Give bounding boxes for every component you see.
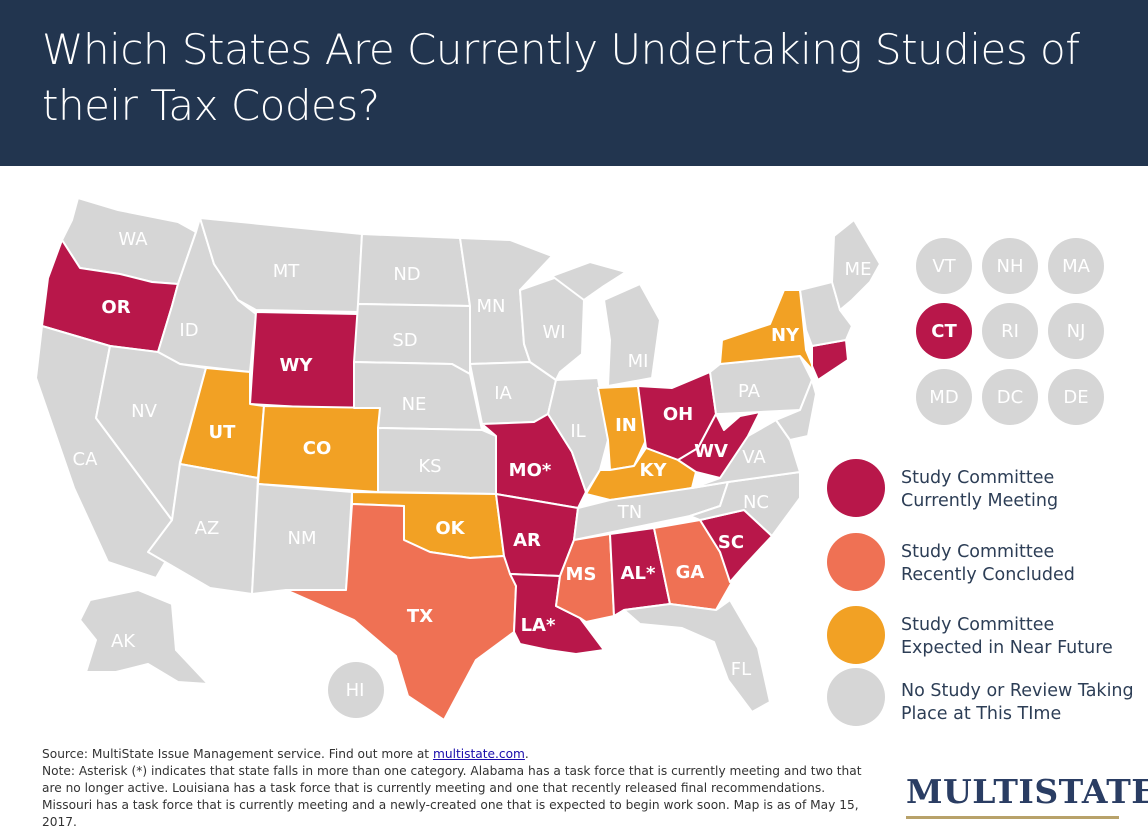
logo-underline [906, 816, 1119, 819]
legend-label: No Study or Review Taking [901, 681, 1134, 701]
label-mi: MI [628, 351, 649, 372]
label-ga: GA [676, 562, 705, 583]
label-il: IL [570, 421, 585, 442]
state-mi [603, 283, 661, 387]
label-dc: DC [997, 387, 1023, 408]
logo-text: MULTISTATE [906, 772, 1148, 811]
map-legend: Study Committee Currently Meeting Study … [827, 459, 1134, 726]
circle-de [1048, 369, 1104, 425]
state-wv [677, 411, 761, 479]
label-ny: NY [771, 325, 800, 346]
source-suffix: . [524, 747, 529, 761]
label-in: IN [615, 415, 637, 436]
label-oh: OH [663, 404, 693, 425]
legend-label: Study Committee [901, 615, 1054, 635]
legend-swatch-none [827, 668, 885, 726]
label-ms: MS [566, 564, 597, 585]
label-az: AZ [195, 518, 220, 539]
state-nj-md [775, 379, 817, 441]
label-nm: NM [288, 528, 317, 549]
label-nh: NH [997, 256, 1024, 277]
circle-md [916, 369, 972, 425]
circle-dc [982, 369, 1038, 425]
circle-nh [982, 238, 1038, 294]
label-wi: WI [542, 322, 565, 343]
legend-label: Study Committee [901, 542, 1054, 562]
label-nd: ND [393, 264, 420, 285]
state-az [147, 463, 259, 595]
label-tx: TX [407, 606, 433, 627]
header-banner: Which States Are Currently Undertaking S… [0, 0, 1148, 166]
legend-label: Expected in Near Future [901, 638, 1113, 658]
label-fl: FL [731, 659, 751, 680]
label-la: LA* [521, 615, 556, 636]
label-ar: AR [513, 530, 541, 551]
state-fl [623, 599, 771, 713]
label-mo: MO* [509, 460, 552, 481]
label-nc: NC [743, 492, 769, 513]
label-co: CO [303, 438, 332, 459]
state-me [831, 219, 881, 311]
label-va: VA [742, 447, 766, 468]
label-ma: MA [1062, 256, 1091, 277]
page-title: Which States Are Currently Undertaking S… [42, 25, 1080, 130]
circle-ct [916, 303, 972, 359]
legend-label: Study Committee [901, 468, 1054, 488]
label-ok: OK [435, 518, 465, 539]
label-md: MD [929, 387, 958, 408]
label-nv: NV [131, 401, 157, 422]
circle-nj [1048, 303, 1104, 359]
legend-swatch-meeting [827, 459, 885, 517]
legend-label: Place at This TIme [901, 704, 1061, 724]
label-de: DE [1063, 387, 1088, 408]
circle-ma [1048, 238, 1104, 294]
legend-label: Currently Meeting [901, 491, 1058, 511]
label-wa: WA [118, 229, 148, 250]
label-tn: TN [617, 502, 642, 523]
label-id: ID [179, 320, 198, 341]
legend-swatch-expected [827, 606, 885, 664]
label-ca: CA [73, 449, 99, 470]
label-pa: PA [738, 381, 761, 402]
state-ak [79, 589, 209, 685]
label-nj: NJ [1067, 321, 1086, 342]
label-ut: UT [209, 422, 237, 443]
state-mi-up [551, 261, 627, 301]
label-ks: KS [418, 456, 441, 477]
circle-ri [982, 303, 1038, 359]
label-or: OR [101, 297, 130, 318]
source-link[interactable]: multistate.com [432, 747, 525, 761]
label-hi: HI [346, 680, 365, 701]
footer-notes: Source: MultiState Issue Management serv… [42, 746, 872, 831]
us-map: WA OR CA ID NV MT WY UT CO AZ NM ND SD N… [35, 197, 1134, 726]
label-mn: MN [477, 296, 506, 317]
label-wv: WV [694, 441, 728, 462]
legend-label: Recently Concluded [901, 565, 1075, 585]
label-vt: VT [932, 256, 956, 277]
label-ri: RI [1001, 321, 1019, 342]
source-text: Source: MultiState Issue Management serv… [42, 747, 433, 761]
label-sd: SD [392, 330, 417, 351]
label-mt: MT [273, 261, 301, 282]
circle-vt [916, 238, 972, 294]
label-al: AL* [621, 563, 656, 584]
label-me: ME [845, 259, 872, 280]
label-sc: SC [718, 532, 744, 553]
label-ct: CT [931, 321, 957, 342]
label-ky: KY [640, 460, 668, 481]
label-ia: IA [494, 383, 512, 404]
label-wy: WY [280, 355, 314, 376]
label-ak: AK [111, 631, 136, 652]
state-hi [328, 662, 384, 718]
state-tx [285, 503, 517, 721]
note-text: Note: Asterisk (*) indicates that state … [42, 764, 862, 829]
source-line: Source: MultiState Issue Management serv… [42, 746, 872, 763]
legend-swatch-concluded [827, 533, 885, 591]
state-pa [709, 355, 813, 415]
multistate-logo: MULTISTATE [906, 772, 1148, 820]
label-ne: NE [402, 394, 427, 415]
